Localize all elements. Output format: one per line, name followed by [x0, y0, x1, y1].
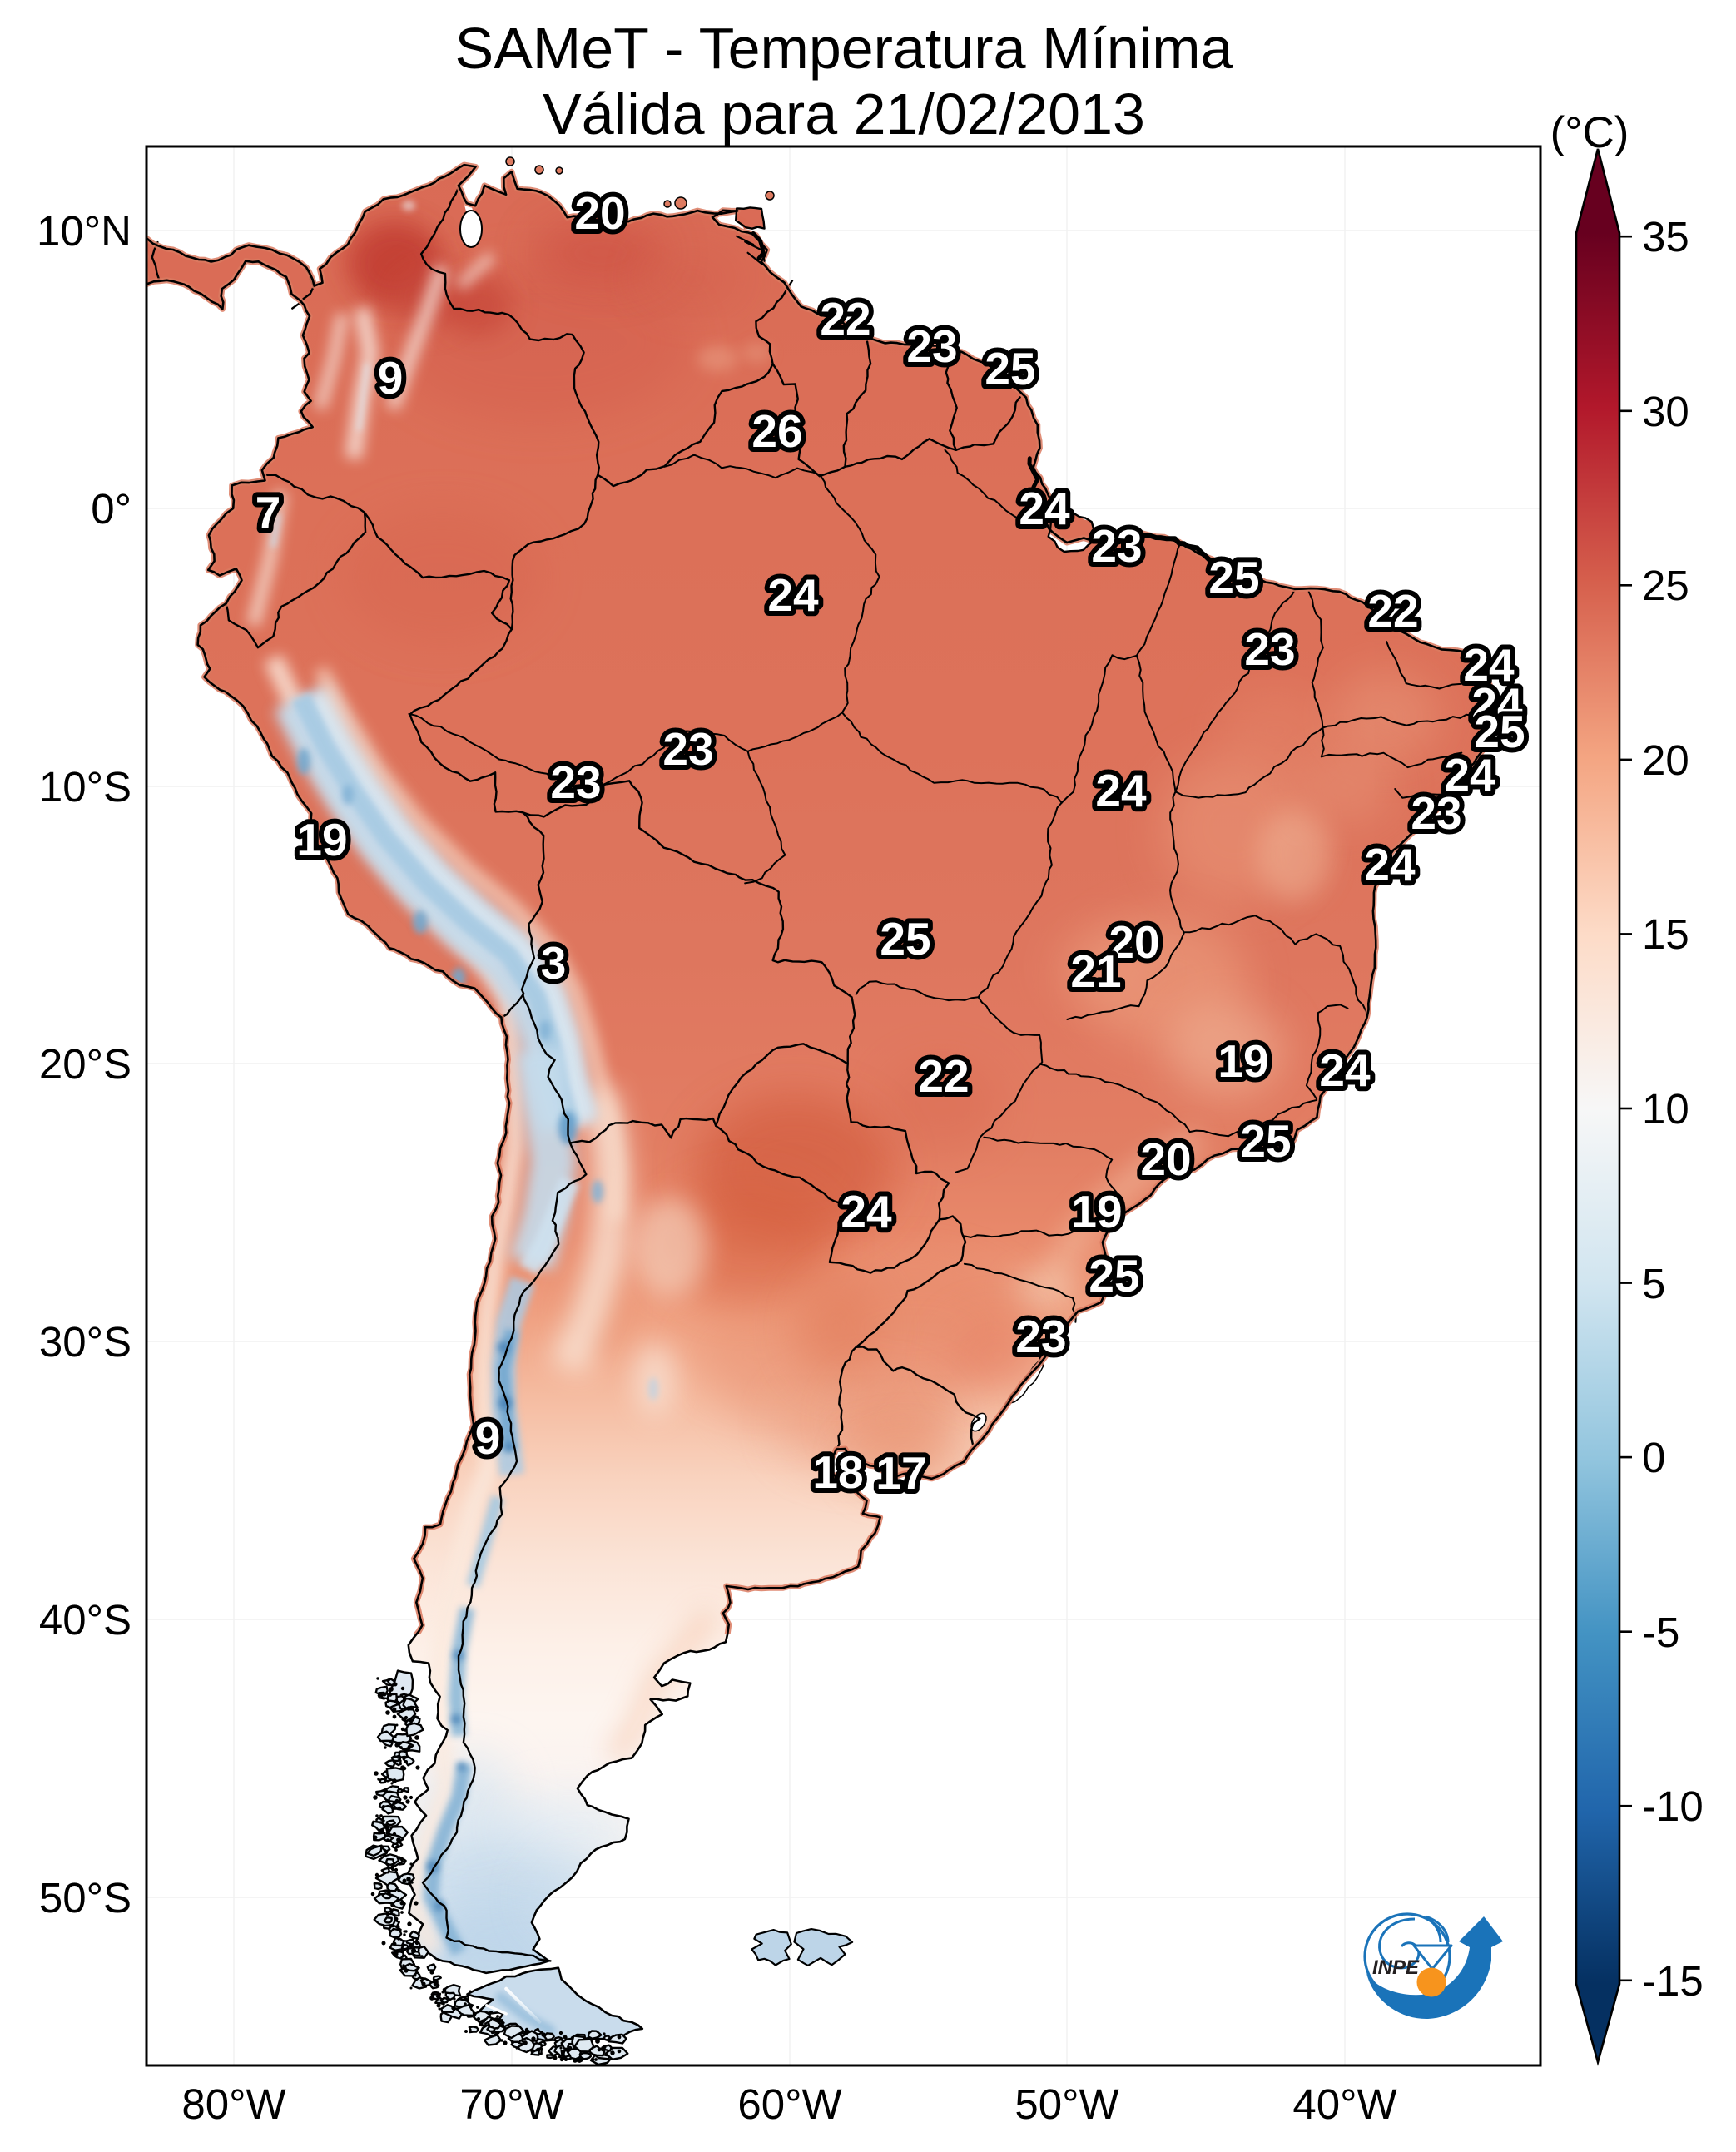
- svg-text:25: 25: [1089, 1250, 1139, 1302]
- svg-text:25: 25: [880, 913, 930, 964]
- svg-text:24: 24: [1463, 639, 1515, 691]
- svg-text:Válida para 21/02/2013: Válida para 21/02/2013: [543, 82, 1145, 146]
- svg-text:24: 24: [1471, 678, 1523, 730]
- svg-text:20: 20: [1642, 736, 1689, 784]
- svg-text:22: 22: [820, 293, 870, 345]
- svg-text:-10: -10: [1642, 1783, 1704, 1830]
- svg-text:9: 9: [475, 1412, 501, 1464]
- svg-text:25: 25: [985, 343, 1035, 394]
- svg-text:23: 23: [1411, 787, 1461, 839]
- svg-text:24: 24: [1364, 839, 1416, 890]
- svg-text:SAMeT - Temperatura Mínima: SAMeT - Temperatura Mínima: [455, 16, 1233, 81]
- svg-text:25: 25: [1642, 562, 1689, 609]
- svg-text:0: 0: [1642, 1434, 1665, 1481]
- svg-text:18: 18: [812, 1446, 863, 1498]
- svg-text:-5: -5: [1642, 1609, 1679, 1656]
- svg-text:9: 9: [378, 352, 404, 404]
- svg-text:-15: -15: [1642, 1957, 1704, 2005]
- svg-text:24: 24: [841, 1186, 892, 1237]
- svg-text:23: 23: [662, 723, 713, 775]
- svg-text:0°: 0°: [91, 485, 131, 533]
- svg-text:19: 19: [296, 814, 347, 865]
- svg-text:20: 20: [574, 187, 625, 239]
- svg-text:70°W: 70°W: [459, 2080, 563, 2128]
- svg-text:23: 23: [550, 756, 601, 808]
- svg-text:23: 23: [1244, 623, 1295, 675]
- svg-text:5: 5: [1642, 1260, 1665, 1307]
- svg-text:20: 20: [1109, 916, 1159, 968]
- svg-text:19: 19: [1071, 1186, 1122, 1237]
- svg-text:15: 15: [1642, 910, 1689, 958]
- svg-text:26: 26: [751, 405, 802, 457]
- svg-text:22: 22: [918, 1050, 969, 1102]
- svg-text:30°S: 30°S: [39, 1318, 131, 1366]
- svg-text:25: 25: [1474, 706, 1525, 757]
- svg-text:40°S: 40°S: [39, 1596, 131, 1644]
- svg-text:19: 19: [1218, 1035, 1268, 1087]
- svg-text:50°S: 50°S: [39, 1874, 131, 1921]
- svg-text:24: 24: [1019, 483, 1070, 534]
- svg-text:24: 24: [767, 569, 819, 621]
- svg-text:30: 30: [1642, 388, 1689, 435]
- svg-text:25: 25: [1208, 552, 1259, 603]
- svg-text:(°C): (°C): [1550, 108, 1629, 157]
- svg-text:21: 21: [1070, 945, 1121, 997]
- svg-text:23: 23: [906, 320, 957, 372]
- svg-text:50°W: 50°W: [1014, 2080, 1118, 2128]
- svg-text:40°W: 40°W: [1292, 2080, 1396, 2128]
- svg-text:20: 20: [1140, 1133, 1191, 1185]
- svg-text:60°W: 60°W: [737, 2080, 841, 2128]
- svg-text:17: 17: [875, 1447, 926, 1499]
- svg-text:20°S: 20°S: [39, 1040, 131, 1088]
- svg-text:10°S: 10°S: [39, 763, 131, 811]
- svg-text:23: 23: [1091, 520, 1142, 572]
- svg-text:25: 25: [1240, 1115, 1291, 1167]
- svg-text:INPE: INPE: [1372, 1956, 1420, 1979]
- svg-text:3: 3: [541, 937, 567, 989]
- svg-text:10: 10: [1642, 1085, 1689, 1133]
- svg-text:35: 35: [1642, 213, 1689, 260]
- svg-text:7: 7: [255, 487, 281, 538]
- svg-text:24: 24: [1444, 749, 1495, 801]
- svg-text:24: 24: [1319, 1044, 1371, 1096]
- svg-text:22: 22: [1367, 585, 1418, 637]
- svg-text:10°N: 10°N: [37, 207, 131, 255]
- svg-text:80°W: 80°W: [181, 2080, 285, 2128]
- svg-text:23: 23: [1015, 1311, 1066, 1362]
- svg-text:24: 24: [1095, 765, 1147, 816]
